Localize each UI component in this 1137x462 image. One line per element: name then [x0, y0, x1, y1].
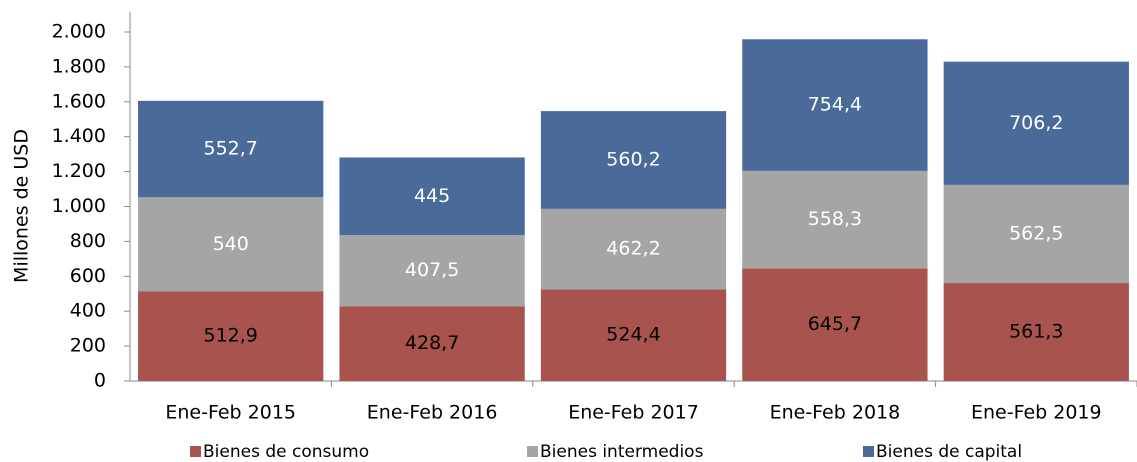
data-label: 560,2 [606, 148, 660, 170]
y-tick-label: 1.600 [52, 90, 106, 112]
y-tick-label: 600 [70, 265, 106, 287]
legend-swatch [527, 446, 538, 457]
x-tick-label: Ene-Feb 2018 [770, 402, 901, 424]
bar-segment [742, 39, 928, 171]
bar-segment [339, 157, 525, 236]
data-label: 540 [213, 233, 249, 255]
bar-segment [943, 184, 1129, 284]
bar-segment [742, 170, 928, 269]
data-label: 462,2 [606, 238, 660, 260]
y-tick-label: 400 [70, 300, 106, 322]
data-label: 407,5 [405, 259, 459, 281]
y-tick-label: 200 [70, 335, 106, 357]
data-label: 552,7 [203, 138, 257, 160]
bar-segment [339, 235, 525, 307]
legend-label: Bienes de consumo [203, 442, 369, 462]
x-tick-label: Ene-Feb 2015 [165, 402, 296, 424]
x-tick-label: Ene-Feb 2017 [568, 402, 699, 424]
y-axis-label: Millones de USD [11, 129, 33, 283]
data-label: 512,9 [203, 325, 257, 347]
y-tick-label: 1.000 [52, 195, 106, 217]
bar-segment [540, 111, 727, 209]
bar-segment [339, 306, 525, 381]
data-label: 645,7 [808, 313, 862, 335]
data-label: 558,3 [808, 208, 862, 230]
data-label: 428,7 [405, 332, 459, 354]
legend-label: Bienes de capital [876, 442, 1022, 462]
bar-segment [943, 283, 1129, 381]
data-label: 524,4 [606, 324, 660, 346]
bar-segment [943, 61, 1129, 185]
bar-segment [138, 100, 324, 198]
data-label: 561,3 [1009, 321, 1063, 343]
data-label: 706,2 [1009, 112, 1063, 134]
y-tick-label: 2.000 [52, 21, 106, 43]
x-tick-label: Ene-Feb 2019 [971, 402, 1102, 424]
y-tick-label: 1.200 [52, 160, 106, 182]
y-tick-label: 1.800 [52, 55, 106, 77]
bar-segment [742, 268, 928, 381]
bar-segment [540, 208, 727, 290]
legend-swatch [863, 446, 874, 457]
data-label: 445 [414, 185, 450, 207]
legend-label: Bienes intermedios [540, 442, 704, 462]
bar-segment [138, 291, 324, 381]
y-tick-label: 800 [70, 230, 106, 252]
y-tick-label: 1.400 [52, 125, 106, 147]
x-tick-label: Ene-Feb 2016 [367, 402, 498, 424]
y-tick-label: 0 [94, 370, 106, 392]
data-label: 754,4 [808, 94, 862, 116]
data-label: 562,5 [1009, 222, 1063, 244]
bar-segment [138, 197, 324, 292]
bar-segment [540, 289, 727, 381]
legend-swatch [190, 446, 201, 457]
